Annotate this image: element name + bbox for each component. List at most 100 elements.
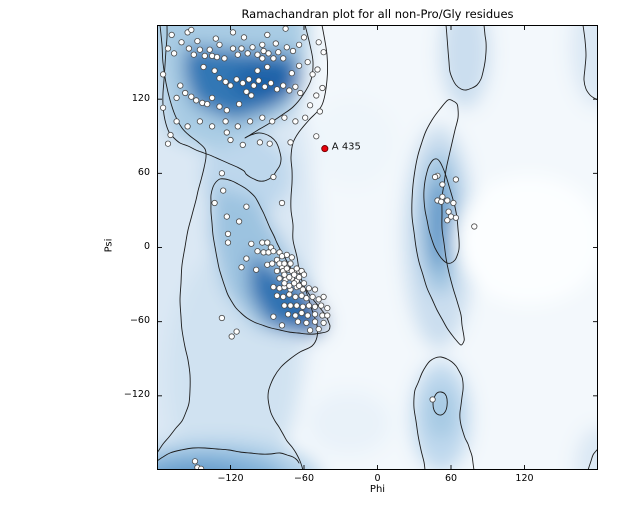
highlighted-residue: A 435 [321,142,361,153]
residue-point [450,199,457,207]
contour-line [445,25,487,91]
residue-point [273,292,281,299]
x-tick-label: 120 [515,473,534,484]
residue-point [240,34,248,41]
residue-point [253,266,260,273]
residue-point [234,123,241,130]
residue-point [228,333,235,340]
residue-point [320,49,327,56]
residue-point [307,327,314,334]
contour-line [423,158,460,264]
residue-point [283,44,290,51]
residue-point [439,193,446,200]
residue-point [245,76,253,83]
residue-point [236,101,243,108]
residue-point [299,303,306,310]
residue-point [229,29,237,36]
residue-point [196,118,204,125]
residue-point [222,118,229,125]
residue-point [288,70,295,77]
residue-point [445,208,452,215]
residue-point [270,283,277,291]
residue-point [291,280,298,287]
residue-point [196,46,204,53]
residue-point [223,107,230,114]
plot-frame [157,25,598,470]
contour-line [587,448,598,470]
contour-line [411,99,465,346]
residue-point [178,39,185,46]
residue-point [444,197,451,204]
residue-point [287,139,294,146]
residue-point [286,274,293,281]
residue-point [303,295,310,302]
residue-point [204,101,211,108]
residue-point [324,304,331,312]
residue-point [270,55,277,62]
residue-point [270,248,277,255]
residue-point [270,173,277,181]
residue-point [296,274,303,281]
x-axis-label: Phi [369,484,386,495]
residue-point [177,82,184,89]
residue-point [238,45,245,52]
residue-point [286,282,293,289]
residue-point [320,293,327,300]
residue-point [239,141,246,149]
residue-point [309,293,316,300]
residue-point [238,264,245,271]
residue-point [259,114,266,121]
residue-point [315,39,322,46]
residue-point [298,292,305,299]
residue-point [218,314,226,322]
contour-line [582,25,598,101]
residue-point [315,325,322,333]
residue-point [190,51,197,58]
residue-point [452,214,459,221]
residue-point [272,40,279,47]
residue-point [201,52,208,59]
residue-point [233,76,240,83]
residue-point [296,282,303,289]
residue-point [188,26,195,34]
density-heatmap [157,25,598,470]
residue-point [191,458,199,465]
residue-point [234,51,241,58]
residue-point [216,41,223,48]
residue-point [300,34,308,41]
residue-point [223,129,230,136]
residue-point [269,260,276,267]
residue-point [159,71,167,78]
residue-point [304,312,311,319]
residue-point [293,302,300,309]
residue-point [248,92,255,99]
residue-point [318,302,325,309]
residue-point [296,41,303,48]
residue-point [281,260,288,267]
residue-point [261,83,268,90]
residue-point [264,239,271,246]
residue-point [243,255,250,262]
residue-point [280,55,287,62]
residue-point [222,78,229,86]
residue-point [227,136,234,144]
y-tick-label: −120 [123,389,150,401]
residue-point [206,46,213,53]
plot-area: A 435 [157,25,598,470]
y-axis-label: Psi [103,238,115,253]
residue-point [200,63,207,71]
contour-line [157,25,207,454]
residue-point [270,313,277,320]
residue-point [216,103,223,110]
residue-point [305,302,312,309]
residue-point [254,51,261,58]
residue-point [311,318,319,325]
residue-point [431,173,439,181]
residue-point [283,265,290,272]
residue-point [211,199,218,207]
residue-point [243,203,250,210]
residue-point [309,71,316,78]
residue-point [221,55,228,62]
highlight-point [321,145,329,153]
residue-point [300,271,308,278]
